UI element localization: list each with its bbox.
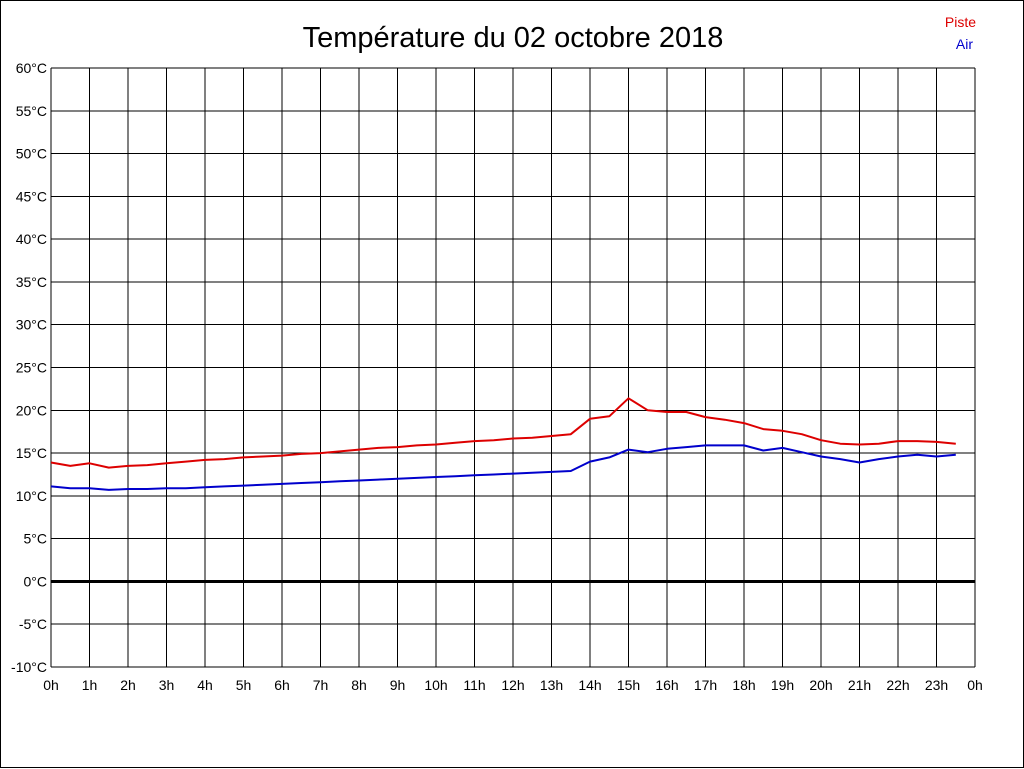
x-tick-label: 9h <box>390 677 406 693</box>
x-tick-label: 8h <box>351 677 367 693</box>
legend: Piste Air <box>945 14 976 52</box>
series-line-air <box>50 444 956 491</box>
legend-entry-piste: Piste <box>945 14 976 30</box>
x-tick-label: 22h <box>886 677 909 693</box>
x-tick-label: 2h <box>120 677 136 693</box>
y-tick-label: 60°C <box>16 60 47 76</box>
y-tick-label: 45°C <box>16 188 47 204</box>
x-tick-label: 12h <box>501 677 524 693</box>
x-tick-label: 17h <box>694 677 717 693</box>
x-tick-label: 10h <box>424 677 447 693</box>
x-tick-label: 19h <box>771 677 794 693</box>
x-tick-label: 11h <box>463 677 485 693</box>
y-tick-label: 15°C <box>16 445 47 461</box>
x-tick-label: 3h <box>159 677 175 693</box>
x-tick-label: 15h <box>617 677 640 693</box>
x-tick-label: 13h <box>540 677 563 693</box>
y-tick-label: -5°C <box>19 616 47 632</box>
y-tick-label: 5°C <box>24 531 48 547</box>
y-tick-label: 10°C <box>16 488 47 504</box>
y-tick-label: 0°C <box>24 573 48 589</box>
y-tick-label: 50°C <box>16 146 47 162</box>
x-tick-label: 23h <box>925 677 948 693</box>
series-lines <box>50 397 956 491</box>
x-tick-label: 14h <box>578 677 601 693</box>
x-tick-label: 0h <box>43 677 59 693</box>
x-tick-label: 20h <box>809 677 832 693</box>
x-tick-label: 1h <box>82 677 98 693</box>
chart-title: Température du 02 octobre 2018 <box>303 22 724 54</box>
x-tick-label: 0h <box>967 677 983 693</box>
y-tick-label: 35°C <box>16 274 47 290</box>
y-tick-label: -10°C <box>11 659 47 675</box>
x-tick-label: 4h <box>197 677 213 693</box>
x-tick-label: 6h <box>274 677 290 693</box>
x-tick-label: 7h <box>313 677 329 693</box>
legend-entry-air: Air <box>956 36 973 52</box>
tick-labels: 0h 1h 2h 3h 4h 5h 6h 7h 8h 9h 10h 11h 12h 13h 14h 15h 16… <box>11 60 983 693</box>
y-tick-label: 20°C <box>16 402 47 418</box>
grid <box>50 67 976 668</box>
x-tick-label: 5h <box>236 677 252 693</box>
x-tick-label: 16h <box>655 677 678 693</box>
y-tick-label: 55°C <box>16 103 47 119</box>
x-tick-label: 21h <box>848 677 871 693</box>
y-tick-label: 40°C <box>16 231 47 247</box>
x-tick-label: 18h <box>732 677 755 693</box>
y-tick-label: 30°C <box>16 317 47 333</box>
series-line-piste <box>50 397 956 469</box>
y-tick-label: 25°C <box>16 360 47 376</box>
